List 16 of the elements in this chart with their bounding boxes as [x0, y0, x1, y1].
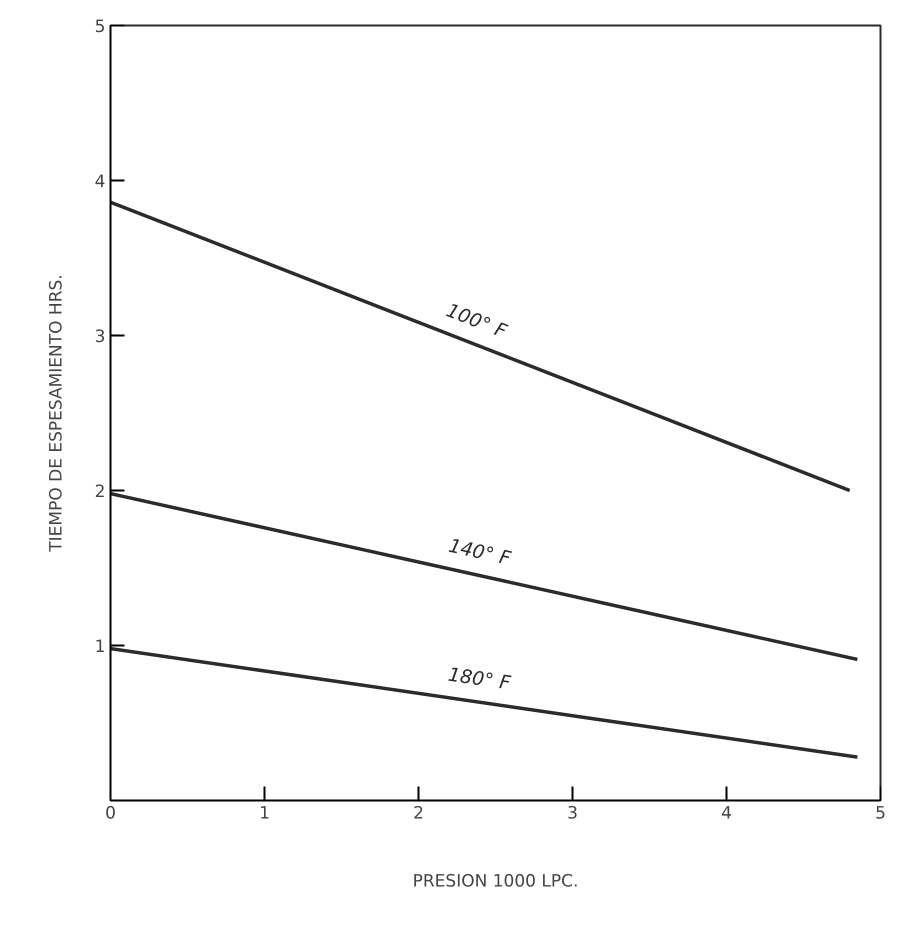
- text: 140° F: [446, 534, 514, 570]
- y-tick-label: 2: [94, 482, 106, 502]
- x-axis-title: PRESION 1000 LPC.: [412, 872, 578, 892]
- x-tick-label: 0: [105, 804, 116, 824]
- text: 180° F: [446, 664, 513, 695]
- y-axis-title: TIEMPO DE ESPESAMIENTO HRS.: [46, 274, 67, 553]
- y-tick-label: 1: [94, 637, 106, 657]
- x-tick-label: 4: [721, 804, 732, 824]
- y-tick-label: 4: [94, 172, 106, 192]
- y-tick-label: 3: [94, 327, 106, 347]
- y-tick-label: 5: [94, 17, 106, 37]
- x-tick-label: 2: [413, 804, 424, 824]
- x-tick-label: 1: [259, 804, 270, 824]
- x-tick-label: 3: [567, 804, 578, 824]
- text: 100° F: [443, 299, 511, 344]
- x-tick-label: 5: [875, 804, 886, 824]
